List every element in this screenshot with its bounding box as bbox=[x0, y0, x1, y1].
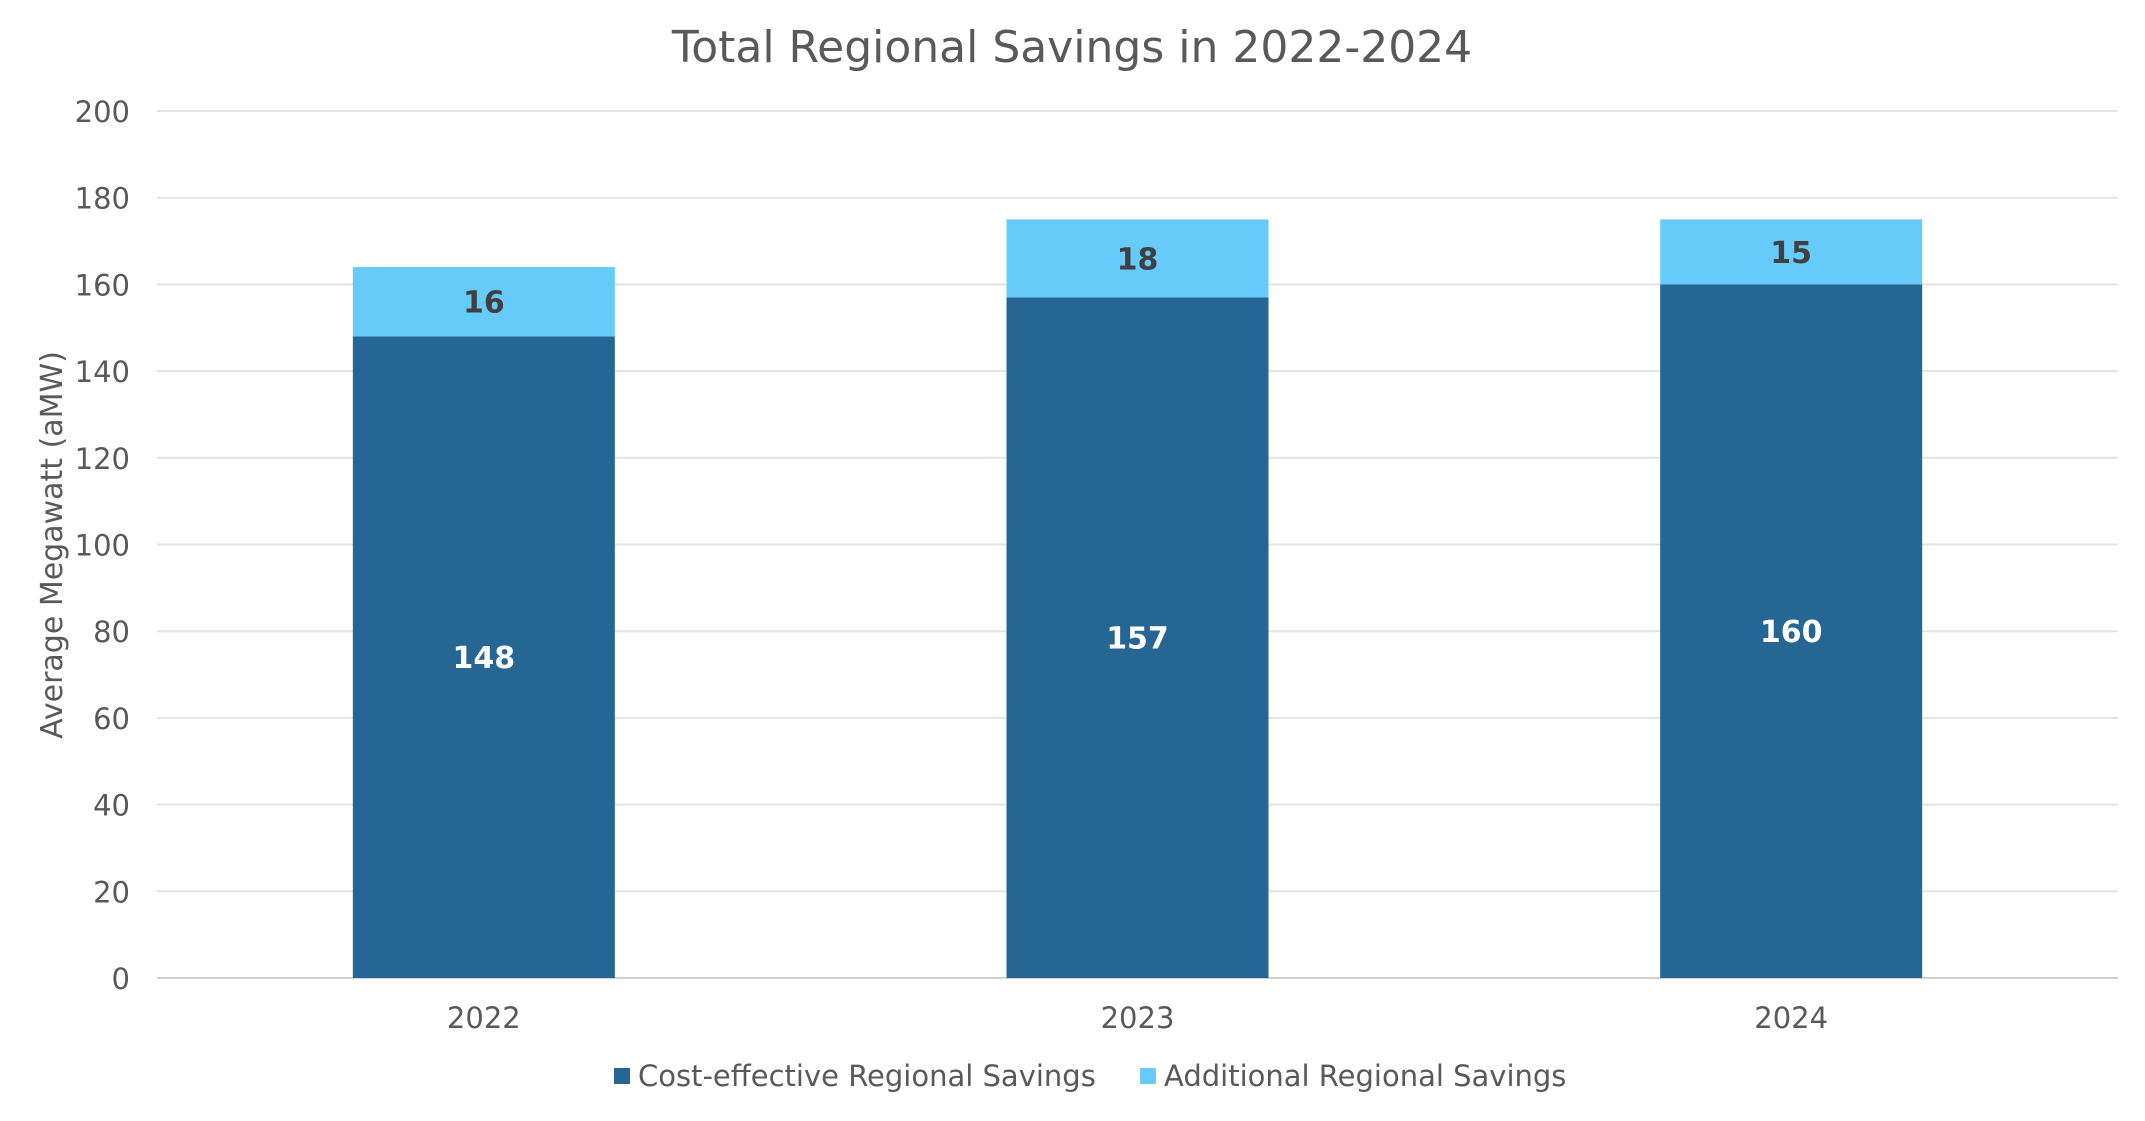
x-tick-label: 2024 bbox=[1754, 1001, 1828, 1035]
y-tick-label: 20 bbox=[93, 875, 130, 909]
y-tick-label: 160 bbox=[75, 268, 130, 302]
data-label: 160 bbox=[1760, 615, 1823, 650]
x-tick-label: 2023 bbox=[1101, 1001, 1175, 1035]
bar-segment bbox=[352, 267, 615, 337]
bar-segment bbox=[1660, 219, 1923, 285]
chart-title: Total Regional Savings in 2022-2024 bbox=[671, 22, 1472, 73]
bar-segment bbox=[352, 336, 615, 978]
legend-label: Cost-effective Regional Savings bbox=[638, 1059, 1096, 1093]
y-tick-label: 80 bbox=[93, 615, 130, 649]
y-tick-label: 0 bbox=[112, 962, 130, 996]
data-label: 18 bbox=[1117, 242, 1159, 277]
y-tick-label: 140 bbox=[75, 355, 130, 389]
y-tick-label: 200 bbox=[75, 95, 130, 129]
x-axis-ticks: 2022 2023 2024 bbox=[447, 1001, 1828, 1035]
y-tick-label: 60 bbox=[93, 702, 130, 736]
data-label: 15 bbox=[1770, 236, 1812, 271]
y-axis-label: Average Megawatt (aMW) bbox=[35, 351, 70, 739]
data-label: 157 bbox=[1106, 622, 1169, 657]
y-axis-ticks: 0 20 40 60 80 100 120 140 160 180 200 bbox=[75, 95, 130, 996]
bars: 148 16 157 18 160 15 bbox=[352, 219, 1923, 978]
y-tick-label: 120 bbox=[75, 442, 130, 476]
bar-segment bbox=[1660, 284, 1923, 978]
bar-segment bbox=[1006, 219, 1269, 298]
data-label: 148 bbox=[453, 641, 516, 676]
data-label: 16 bbox=[463, 286, 505, 321]
bar-segment bbox=[1006, 297, 1269, 978]
legend: Cost-effective Regional Savings Additiona… bbox=[614, 1059, 1566, 1093]
legend-label: Additional Regional Savings bbox=[1164, 1059, 1566, 1093]
y-tick-label: 100 bbox=[75, 529, 130, 563]
y-tick-label: 40 bbox=[93, 789, 130, 823]
legend-swatch bbox=[1140, 1068, 1156, 1084]
legend-swatch bbox=[614, 1068, 630, 1084]
y-tick-label: 180 bbox=[75, 182, 130, 216]
x-tick-label: 2022 bbox=[447, 1001, 521, 1035]
